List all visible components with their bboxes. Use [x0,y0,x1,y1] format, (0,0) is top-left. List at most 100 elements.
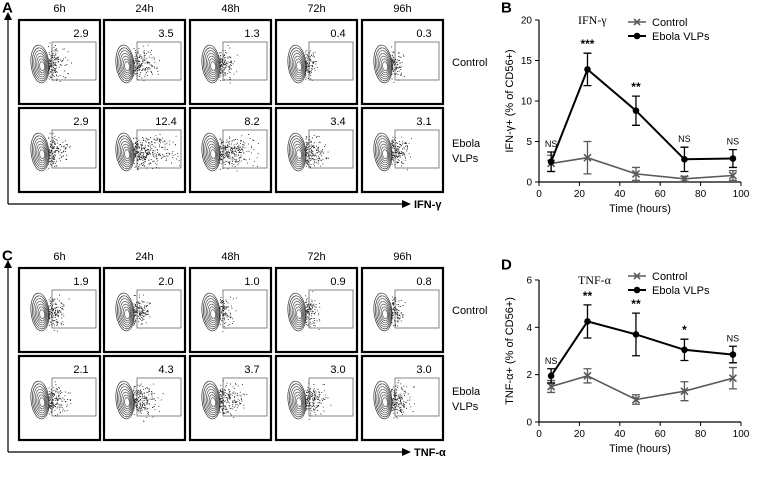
flow-plot: 3.0 [274,354,359,442]
x-tick-label: 60 [655,429,667,440]
contour [288,135,306,170]
time-label: 72h [307,3,325,15]
legend-label: Ebola VLPs [652,31,710,43]
contour [204,386,219,416]
flow-plot-frame [360,106,445,194]
contour [208,394,217,410]
significance-label: ** [631,297,641,311]
contour [207,143,218,164]
contour [296,309,302,320]
flow-plot: 3.4 [274,106,359,194]
contour [119,140,133,166]
event-dots [133,294,151,326]
contour [30,380,50,420]
x-tick-label: 100 [733,189,750,200]
contour [30,132,50,172]
x-tick-label: 40 [614,429,626,440]
y-tick-label: 15 [521,56,533,67]
gate-percentage: 2.1 [73,364,88,376]
contour [210,309,216,320]
x-axis-title: Time (hours) [609,203,671,215]
contour [290,138,305,168]
gate-percentage: 3.7 [244,364,259,376]
flow-plot: 0.8 [360,266,445,354]
contour [121,143,132,164]
contour [379,55,390,76]
contour [207,391,218,412]
data-point [583,371,592,380]
flow-plot: 2.1 [17,354,102,442]
contour [205,388,219,414]
contour [210,61,216,72]
x-tick-label: 100 [733,429,750,440]
legend-marker [633,286,641,294]
row-label-line: Ebola [452,138,481,150]
data-point [631,169,641,178]
gate-percentage: 8.2 [244,116,259,128]
event-dots [305,49,318,81]
contour [33,386,48,416]
contour [291,52,305,78]
time-label: 6h [53,251,65,263]
event-dots [305,291,321,331]
contour [294,306,303,322]
contour [377,140,391,166]
significance-label: NS [545,356,558,366]
event-dots [48,381,72,417]
legend-marker [633,32,641,40]
panel-label: C [2,247,13,264]
contour [121,55,132,76]
contour [39,149,45,160]
data-point [583,153,592,162]
data-point [547,372,555,380]
contour [204,138,219,168]
contour [208,58,217,74]
flow-plot: 2.9 [17,106,102,194]
contour [290,298,305,328]
gate [51,129,97,169]
x-tick-label: 80 [695,429,707,440]
event-dots [48,42,72,83]
contour [287,380,307,420]
flow-plot: 1.3 [188,18,273,106]
contour [118,298,133,328]
row-label-line: VLPs [452,401,479,413]
data-point [584,66,591,73]
contour [382,61,388,72]
y-arrow-head [4,260,12,268]
gate [394,289,440,329]
contour [373,132,393,172]
contour [122,306,131,322]
legend-marker [633,272,641,280]
row-label: Control [452,57,487,69]
contour [288,47,306,82]
y-tick-label: 4 [526,323,532,334]
contour [201,44,221,84]
time-label: 6h [53,3,65,15]
y-tick-label: 0 [526,178,532,189]
contour [208,306,217,322]
gate-percentage: 3.5 [158,28,173,40]
contour [118,50,133,80]
y-tick-label: 0 [526,418,532,429]
event-dots [391,46,405,84]
contour [205,140,219,166]
flow-plot: 1.9 [17,266,102,354]
contour [121,303,132,324]
series-line [550,156,733,180]
contour [373,380,393,420]
gate [394,41,440,81]
contour [376,138,391,168]
data-point [584,318,591,325]
contour [373,292,393,332]
flow-plot: 0.4 [274,18,359,106]
y-tick-label: 6 [526,276,532,287]
contour [373,44,393,84]
contour [33,298,48,328]
row-label-line: Ebola [452,386,481,398]
contour [36,391,47,412]
flow-panel-c: C6h24h48h72h96hCD56TNF-αControl1.92.01.0… [2,247,487,459]
time-label: 96h [393,251,411,263]
contour [124,397,130,408]
contour [119,52,133,78]
